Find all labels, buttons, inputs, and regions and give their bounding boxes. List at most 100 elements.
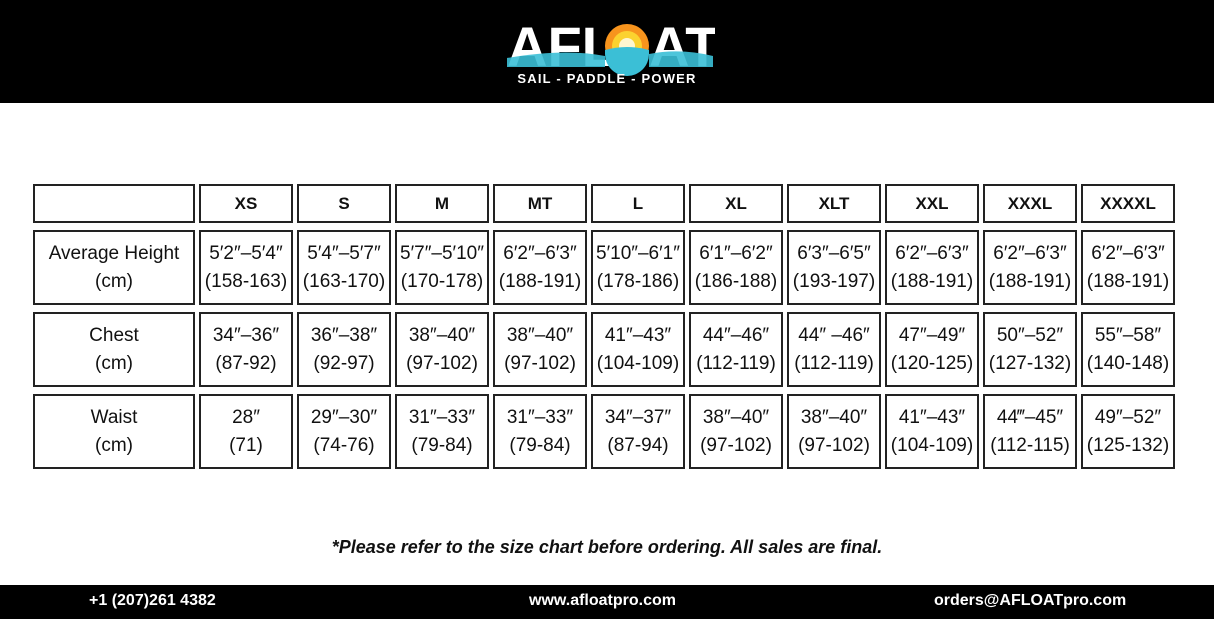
cell-text: 41″–43″ bbox=[604, 324, 672, 346]
cell-text: (120-125) bbox=[890, 352, 974, 374]
email-link[interactable]: orders@AFLOATpro.com bbox=[934, 592, 1127, 609]
cell-text: 6′2″–6′3″ bbox=[1091, 242, 1165, 264]
size-chart-table: XS S M MT L XL XLT XXL XXXL XXXXL Average Height (c… bbox=[33, 184, 1175, 469]
cell-text: 44″–46″ bbox=[702, 324, 770, 346]
table-cell: 28″ (71) bbox=[199, 394, 293, 469]
table-cell: 38″–40″ (97-102) bbox=[787, 394, 881, 469]
cell-text: (127-132) bbox=[988, 352, 1072, 374]
cell-text: 28″ bbox=[232, 406, 260, 428]
cell-text: 31″–33″ bbox=[408, 406, 476, 428]
cell-text: (79-84) bbox=[509, 434, 571, 456]
cell-text: Average Height bbox=[48, 242, 180, 264]
table-cell: 5′2″–5′4″ (158-163) bbox=[199, 230, 293, 305]
cell-text: 6′1″–6′2″ bbox=[699, 242, 773, 264]
table-cell: 36″–38″ (92-97) bbox=[297, 312, 391, 387]
size-header: XS bbox=[199, 184, 293, 223]
cell-text: S bbox=[338, 193, 350, 213]
table-cell: 44‴–45″ (112-115) bbox=[983, 394, 1077, 469]
table-cell: 6′3″–6′5″ (193-197) bbox=[787, 230, 881, 305]
cell-text: (97-102) bbox=[798, 434, 870, 456]
cell-text: XL bbox=[725, 193, 747, 213]
table-cell: 47″–49″ (120-125) bbox=[885, 312, 979, 387]
cell-text: (97-102) bbox=[406, 352, 478, 374]
cell-text: 34″–36″ bbox=[212, 324, 280, 346]
table-cell: 55″–58″ (140-148) bbox=[1081, 312, 1175, 387]
cell-text: 29″–30″ bbox=[310, 406, 378, 428]
cell-text: (cm) bbox=[95, 270, 133, 292]
cell-text: 5′7″–5′10″ bbox=[400, 242, 484, 264]
cell-text: (92-97) bbox=[313, 352, 375, 374]
cell-text: 55″–58″ bbox=[1094, 324, 1162, 346]
size-header: MT bbox=[493, 184, 587, 223]
afloat-logo[interactable]: AFL AT bbox=[505, 14, 715, 94]
cell-text: (125-132) bbox=[1086, 434, 1170, 456]
table-cell: 6′2″–6′3″ (188-191) bbox=[885, 230, 979, 305]
cell-text: XXXXL bbox=[1100, 193, 1156, 213]
phone-number[interactable]: +1 (207)261 4382 bbox=[89, 592, 216, 609]
cell-text: MT bbox=[527, 193, 553, 213]
cell-text: 38″–40″ bbox=[506, 324, 574, 346]
cell-text: 38″–40″ bbox=[800, 406, 868, 428]
cell-text: 38″–40″ bbox=[702, 406, 770, 428]
table-cell: 38″–40″ (97-102) bbox=[395, 312, 489, 387]
table-cell: 6′2″–6′3″ (188-191) bbox=[983, 230, 1077, 305]
cell-text: (163-170) bbox=[302, 270, 386, 292]
table-cell: 38″–40″ (97-102) bbox=[689, 394, 783, 469]
cell-text: 5′4″–5′7″ bbox=[307, 242, 381, 264]
cell-text: L bbox=[632, 193, 644, 213]
row-label: Average Height (cm) bbox=[33, 230, 195, 305]
table-cell: 34″–36″ (87-92) bbox=[199, 312, 293, 387]
table-cell: 38″–40″ (97-102) bbox=[493, 312, 587, 387]
size-header: XLT bbox=[787, 184, 881, 223]
table-cell: 44″ –46″ (112-119) bbox=[787, 312, 881, 387]
table-cell: 6′2″–6′3″ (188-191) bbox=[1081, 230, 1175, 305]
cell-text: (cm) bbox=[95, 352, 133, 374]
cell-text: (cm) bbox=[95, 434, 133, 456]
cell-text: (71) bbox=[229, 434, 263, 456]
footer-bar: +1 (207)261 4382 www.afloatpro.com order… bbox=[0, 585, 1214, 619]
cell-text: XXXL bbox=[1007, 193, 1053, 213]
svg-text:AFL: AFL bbox=[507, 15, 616, 78]
table-cell: 6′1″–6′2″ (186-188) bbox=[689, 230, 783, 305]
size-header: XXL bbox=[885, 184, 979, 223]
table-cell: 31″–33″ (79-84) bbox=[395, 394, 489, 469]
cell-text: (193-197) bbox=[792, 270, 876, 292]
size-header: M bbox=[395, 184, 489, 223]
table-cell: 41″–43″ (104-109) bbox=[885, 394, 979, 469]
cell-text: (97-102) bbox=[700, 434, 772, 456]
row-label: Chest (cm) bbox=[33, 312, 195, 387]
cell-text: (112-119) bbox=[696, 352, 776, 374]
table-cell: 29″–30″ (74-76) bbox=[297, 394, 391, 469]
website-link[interactable]: www.afloatpro.com bbox=[529, 592, 676, 609]
table-cell: 5′10″–6′1″ (178-186) bbox=[591, 230, 685, 305]
corner-cell bbox=[33, 184, 195, 223]
cell-text: 49″–52″ bbox=[1094, 406, 1162, 428]
cell-text: XLT bbox=[818, 193, 850, 213]
table-cell: 5′4″–5′7″ (163-170) bbox=[297, 230, 391, 305]
cell-text: XXL bbox=[915, 193, 949, 213]
size-header: XXXL bbox=[983, 184, 1077, 223]
table-cell: 6′2″–6′3″ (188-191) bbox=[493, 230, 587, 305]
size-header: L bbox=[591, 184, 685, 223]
cell-text: XS bbox=[234, 193, 258, 213]
cell-text: (188-191) bbox=[1086, 270, 1170, 292]
cell-text: (104-109) bbox=[890, 434, 974, 456]
cell-text: (188-191) bbox=[890, 270, 974, 292]
cell-text: (186-188) bbox=[694, 270, 778, 292]
table-cell: 41″–43″ (104-109) bbox=[591, 312, 685, 387]
cell-text: (140-148) bbox=[1086, 352, 1170, 374]
cell-text: 34″–37″ bbox=[604, 406, 672, 428]
table-cell: 44″–46″ (112-119) bbox=[689, 312, 783, 387]
table-cell: 34″–37″ (87-94) bbox=[591, 394, 685, 469]
cell-text: Chest bbox=[89, 324, 139, 346]
header-bar: AFL AT SAIL - PADDLE - POWER bbox=[0, 0, 1214, 103]
cell-text: (178-186) bbox=[596, 270, 680, 292]
size-header: XL bbox=[689, 184, 783, 223]
cell-text: (87-94) bbox=[607, 434, 669, 456]
cell-text: (97-102) bbox=[504, 352, 576, 374]
cell-text: (170-178) bbox=[400, 270, 484, 292]
cell-text: 38″–40″ bbox=[408, 324, 476, 346]
cell-text: (74-76) bbox=[313, 434, 375, 456]
cell-text: 6′2″–6′3″ bbox=[503, 242, 577, 264]
cell-text: 41″–43″ bbox=[898, 406, 966, 428]
